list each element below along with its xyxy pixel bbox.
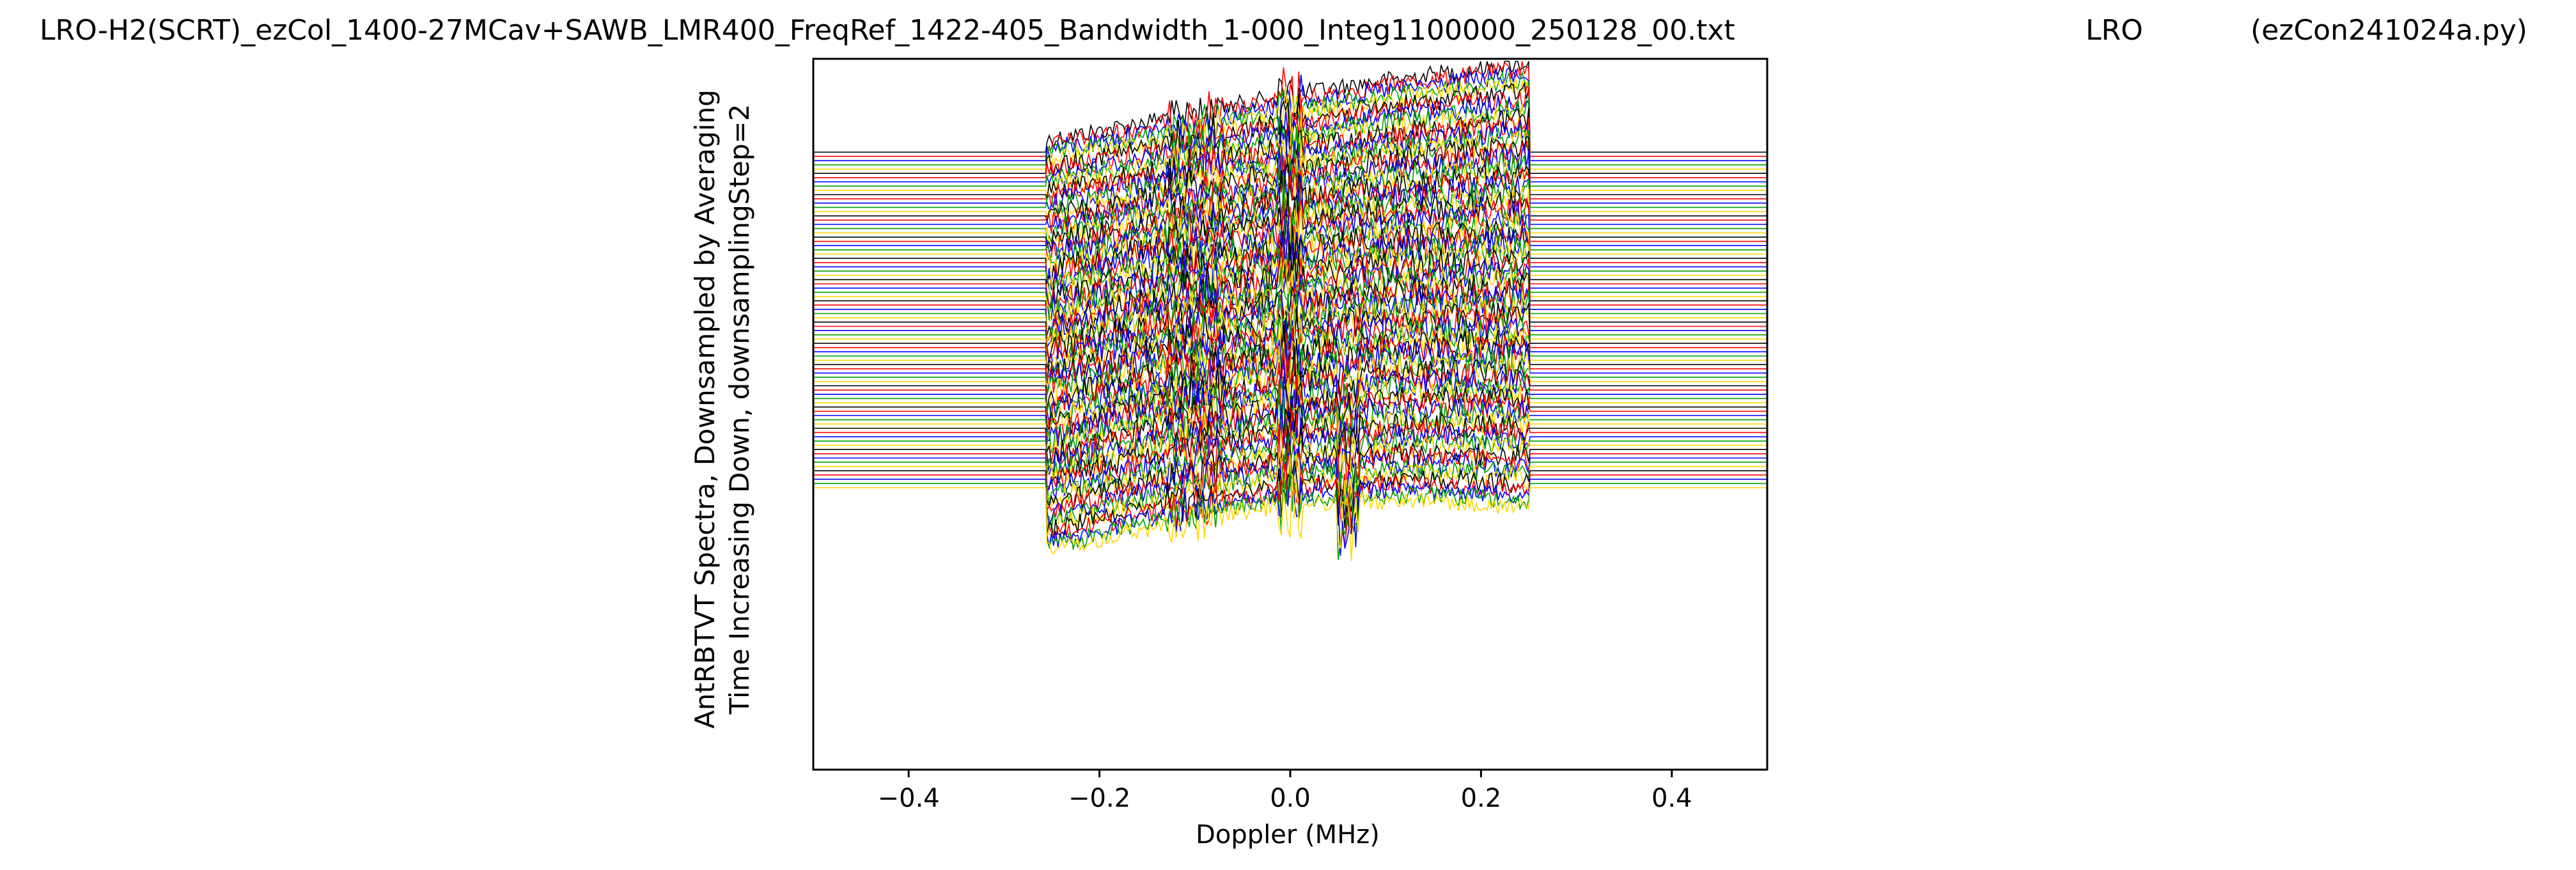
spectrum-line xyxy=(813,86,1767,178)
spectrum-line xyxy=(813,200,1767,293)
spectrum-line xyxy=(813,120,1767,214)
x-tick-label: −0.2 xyxy=(1068,784,1130,813)
x-axis-ticks-group: −0.4 −0.2 0.0 0.2 0.4 xyxy=(878,770,1692,813)
chart-title-station: LRO xyxy=(2086,14,2143,47)
spectrum-line xyxy=(813,206,1767,306)
spectrum-line xyxy=(813,406,1767,484)
spectrum-line xyxy=(813,246,1767,341)
spectrum-line xyxy=(813,451,1767,535)
spectrum-line xyxy=(813,430,1767,504)
chart-title-program: (ezCon241024a.py) xyxy=(2251,14,2527,47)
spectrum-line xyxy=(813,425,1767,513)
y-axis-label-line1: AntRBTVT Spectra, Downsampled by Averagi… xyxy=(689,89,721,729)
x-tick-label: 0.4 xyxy=(1651,784,1692,813)
spectra-lines-group xyxy=(813,61,1767,561)
spectrum-line xyxy=(813,474,1767,561)
spectrum-line xyxy=(813,77,1767,170)
spectrum-line xyxy=(813,61,1767,153)
spectrum-line xyxy=(813,475,1767,556)
spectrum-line xyxy=(813,71,1767,166)
chart-title-filename: LRO-H2(SCRT)_ezCol_1400-27MCav+SAWB_LMR4… xyxy=(40,14,1735,47)
spectrum-line xyxy=(813,471,1767,561)
spectrum-line xyxy=(813,346,1767,435)
spectrum-line xyxy=(813,460,1767,539)
x-tick-label: 0.2 xyxy=(1461,784,1502,813)
spectrum-line xyxy=(813,378,1767,470)
spectrum-line xyxy=(813,405,1767,488)
spectrum-line xyxy=(813,107,1767,200)
y-axis-label: AntRBTVT Spectra, Downsampled by Averagi… xyxy=(687,58,758,761)
y-axis-label-line2: Time Increasing Down, downsamplingStep=2 xyxy=(724,104,755,715)
spectrum-line xyxy=(813,382,1767,465)
spectrum-line xyxy=(813,81,1767,175)
spectrum-line xyxy=(813,176,1767,268)
spectrum-line xyxy=(813,348,1767,441)
spectrum-line xyxy=(813,379,1767,475)
spectrum-line xyxy=(813,129,1767,222)
spectrum-line xyxy=(813,235,1767,325)
x-tick-label: 0.0 xyxy=(1270,784,1311,813)
spectrum-line xyxy=(813,429,1767,526)
spectrum-line xyxy=(813,317,1767,408)
x-axis-label: Doppler (MHz) xyxy=(1196,820,1380,850)
spectrum-line xyxy=(813,375,1767,458)
header-bar: LRO-H2(SCRT)_ezCol_1400-27MCav+SAWB_LMR4… xyxy=(0,0,2576,70)
x-tick-label: −0.4 xyxy=(878,784,940,813)
spectrum-line xyxy=(813,294,1767,379)
